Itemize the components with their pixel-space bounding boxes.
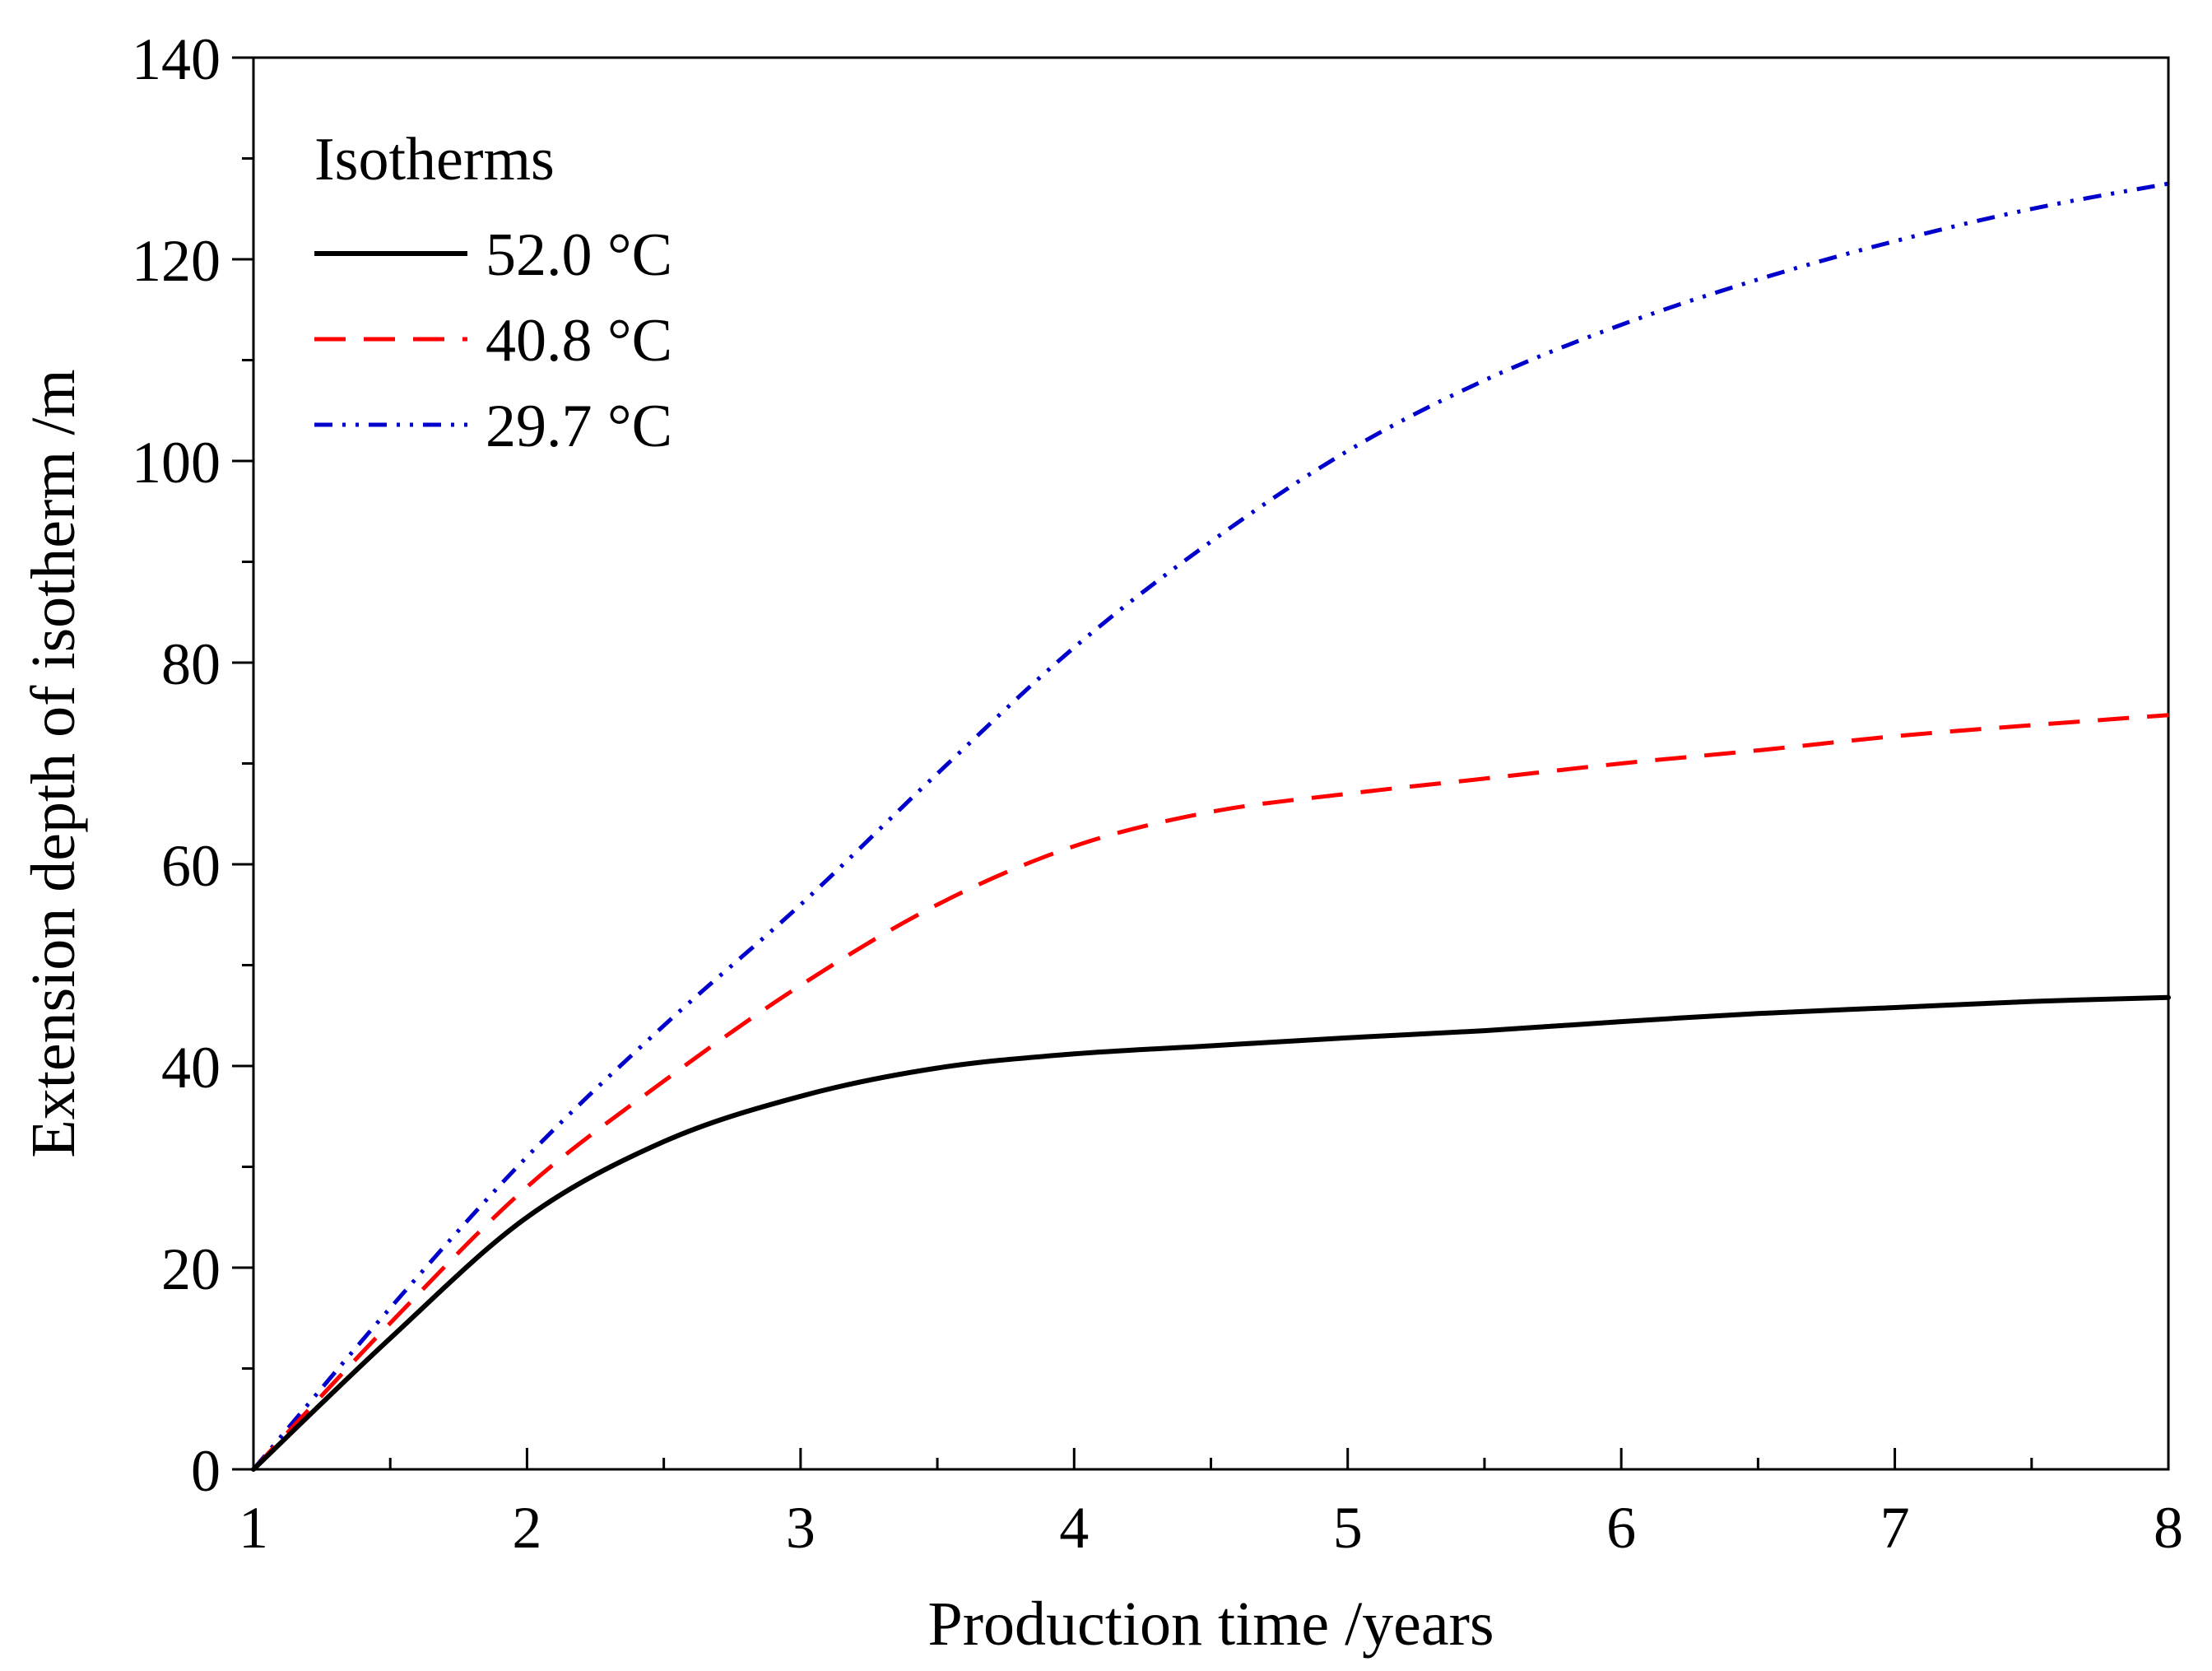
x-tick-label: 8 — [2154, 1495, 2183, 1561]
legend-title: Isotherms — [314, 126, 555, 193]
x-tick-label: 6 — [1606, 1495, 1636, 1561]
x-tick-label: 2 — [512, 1495, 541, 1561]
y-tick-label: 20 — [161, 1236, 221, 1302]
y-axis-label: Extension depth of isotherm /m — [19, 369, 88, 1157]
y-tick-label: 140 — [132, 26, 221, 92]
series-line-3 — [252, 181, 2169, 1471]
x-tick-label: 7 — [1880, 1495, 1910, 1561]
x-tick-label: 4 — [1059, 1495, 1089, 1561]
y-tick-label: 80 — [161, 631, 221, 697]
y-tick-label: 120 — [132, 228, 221, 294]
series-line-2 — [252, 713, 2169, 1471]
y-tick-label: 40 — [161, 1035, 221, 1101]
series-line-1 — [251, 994, 2171, 1472]
y-tick-label: 100 — [132, 430, 221, 496]
x-tick-label: 3 — [786, 1495, 816, 1561]
y-tick-label: 0 — [191, 1438, 221, 1504]
x-axis-label: Production time /years — [927, 1590, 1494, 1659]
legend-label-1: 52.0 °C — [486, 221, 672, 289]
legend: Isotherms 52.0 °C 40.8 °C 29.7 °C — [314, 126, 672, 460]
legend-label-2: 40.8 °C — [486, 307, 672, 375]
legend-label-3: 29.7 °C — [486, 393, 672, 460]
y-tick-label: 60 — [161, 833, 221, 899]
x-tick-label: 5 — [1333, 1495, 1363, 1561]
x-tick-label: 1 — [239, 1495, 268, 1561]
